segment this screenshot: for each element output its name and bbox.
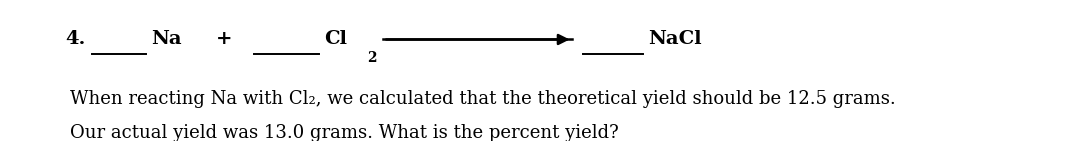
Text: Na: Na [151, 30, 181, 49]
Text: +: + [216, 30, 232, 49]
Text: NaCl: NaCl [648, 30, 702, 49]
Text: 2: 2 [367, 51, 377, 65]
Text: Our actual yield was 13.0 grams. What is the percent yield?: Our actual yield was 13.0 grams. What is… [70, 124, 619, 141]
Text: 4.: 4. [65, 30, 85, 49]
Text: When reacting Na with Cl₂, we calculated that the theoretical yield should be 12: When reacting Na with Cl₂, we calculated… [70, 90, 896, 108]
Text: Cl: Cl [324, 30, 347, 49]
